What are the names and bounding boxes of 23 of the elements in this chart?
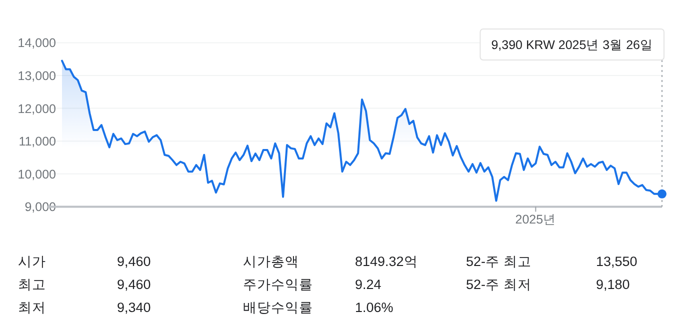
y-tick-label: 13,000 [18,69,56,83]
text: 9.24 [355,277,382,292]
text: 최고 [18,277,46,292]
x-tick-label: 2025년 [515,212,556,227]
text: 1.06% [355,300,394,315]
text: 시가총액 [243,254,299,269]
y-tick-label: 14,000 [18,36,56,50]
text: 52-주 최고 [466,254,532,269]
text: 시가 [18,254,46,269]
text: 주가수익률 [243,277,313,292]
annotation: 9,390 KRW 2025년 3월 26일 [491,38,653,52]
y-tick-label: 10,000 [18,167,56,182]
text: 9,340 [117,300,151,315]
y-tick-label: 12,000 [18,102,56,116]
y-tick-label: 11,000 [18,134,56,149]
text: 9,460 [117,254,151,269]
text: 9,180 [596,277,630,292]
text: 52-주 최저 [466,277,532,292]
text: 8149.32억 [355,254,418,269]
text: 최저 [18,300,46,315]
text: 13,550 [596,254,638,269]
text: 9,460 [117,277,151,292]
text: 배당수익률 [243,300,313,315]
